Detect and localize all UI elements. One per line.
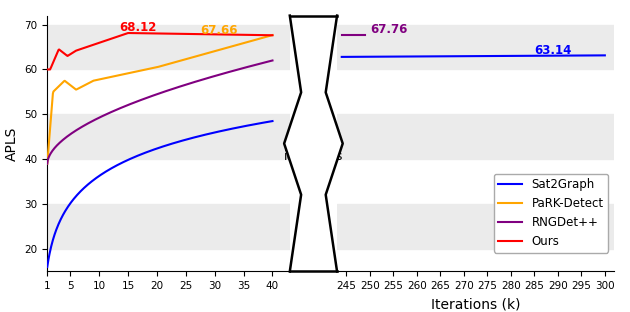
Text: 68.12: 68.12: [120, 21, 157, 34]
Text: Iterations (k): Iterations (k): [431, 298, 520, 312]
Text: 63.14: 63.14: [534, 44, 572, 57]
Bar: [47, 204, 290, 249]
Text: 67.76: 67.76: [370, 23, 408, 36]
Text: many
iterations
later...: many iterations later...: [284, 134, 343, 178]
Text: 67.66: 67.66: [200, 24, 238, 37]
Legend: Sat2Graph, PaRK-Detect, RNGDet++, Ours: Sat2Graph, PaRK-Detect, RNGDet++, Ours: [494, 173, 609, 253]
Bar: [47, 25, 290, 70]
Bar: [337, 114, 614, 159]
Bar: [337, 204, 614, 249]
Y-axis label: APLS: APLS: [5, 126, 19, 161]
Bar: [337, 25, 614, 70]
Bar: [47, 114, 290, 159]
